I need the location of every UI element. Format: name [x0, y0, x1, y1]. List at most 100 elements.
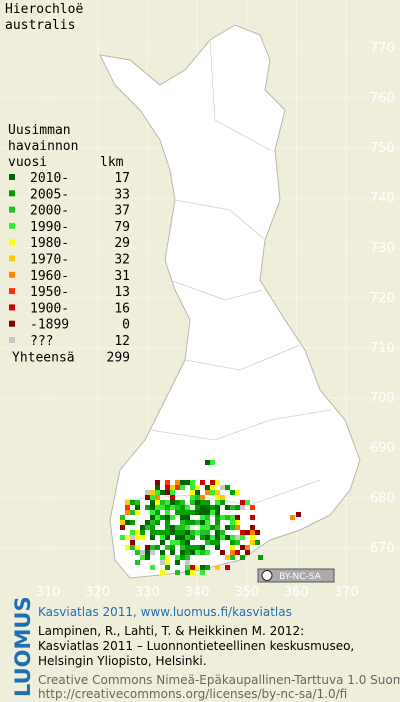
occurrence — [150, 565, 155, 570]
occurrence — [235, 525, 240, 530]
axis-label: 320 — [85, 585, 110, 600]
axis-label: 700 — [370, 391, 395, 406]
occurrence — [225, 485, 230, 490]
axis-label: 350 — [234, 585, 259, 600]
occurrence — [175, 570, 180, 575]
occurrence — [230, 505, 235, 510]
occurrence — [150, 520, 155, 525]
occurrence — [180, 545, 185, 550]
occurrence — [190, 490, 195, 495]
axis-label: 710 — [370, 341, 395, 356]
legend-count: 13 — [114, 285, 130, 300]
occurrence — [205, 565, 210, 570]
occurrence — [145, 550, 150, 555]
occurrence — [240, 530, 245, 535]
axis-label: 770 — [370, 41, 395, 56]
occurrence — [205, 540, 210, 545]
occurrence — [150, 505, 155, 510]
occurrence — [180, 540, 185, 545]
occurrence — [155, 485, 160, 490]
occurrence — [225, 505, 230, 510]
occurrence — [220, 530, 225, 535]
occurrence — [195, 490, 200, 495]
citation: Helsingin Yliopisto, Helsinki. — [38, 654, 207, 668]
occurrence — [165, 520, 170, 525]
occurrence — [205, 500, 210, 505]
occurrence — [150, 500, 155, 505]
axis-label: 690 — [370, 441, 395, 456]
occurrence — [155, 490, 160, 495]
occurrence — [175, 560, 180, 565]
occurrence — [195, 545, 200, 550]
occurrence — [160, 570, 165, 575]
occurrence — [195, 495, 200, 500]
occurrence — [195, 550, 200, 555]
occurrence — [225, 535, 230, 540]
occurrence — [175, 530, 180, 535]
legend-swatch — [9, 206, 15, 213]
link[interactable]: Kasviatlas 2011, www.luomus.fi/kasviatla… — [38, 605, 292, 619]
occurrence — [135, 510, 140, 515]
occurrence — [175, 510, 180, 515]
occurrence — [145, 545, 150, 550]
occurrence — [145, 555, 150, 560]
occurrence — [170, 485, 175, 490]
occurrence — [180, 500, 185, 505]
occurrence — [150, 550, 155, 555]
occurrence — [210, 535, 215, 540]
occurrence — [125, 545, 130, 550]
occurrence — [190, 485, 195, 490]
occurrence — [200, 570, 205, 575]
occurrence — [235, 505, 240, 510]
occurrence — [235, 540, 240, 545]
legend-label: -1899 — [30, 318, 69, 333]
occurrence — [210, 525, 215, 530]
legend-swatch — [9, 174, 15, 180]
occurrence — [210, 460, 215, 465]
occurrence — [150, 510, 155, 515]
license: Creative Commons Nimeä-Epäkaupallinen-Ta… — [38, 673, 400, 687]
occurrence — [230, 525, 235, 530]
occurrence — [175, 555, 180, 560]
occurrence — [230, 545, 235, 550]
legend-count: 32 — [114, 253, 130, 268]
axis-label: 330 — [135, 585, 160, 600]
legend-label: 1990- — [30, 220, 69, 235]
occurrence — [165, 490, 170, 495]
title: Hierochloë — [5, 2, 83, 17]
occurrence — [120, 525, 125, 530]
occurrence — [175, 540, 180, 545]
occurrence — [165, 565, 170, 570]
occurrence — [190, 500, 195, 505]
occurrence — [130, 545, 135, 550]
occurrence — [180, 550, 185, 555]
legend-header: Uusimman — [8, 123, 71, 138]
occurrence — [240, 500, 245, 505]
legend-swatch — [9, 190, 15, 197]
occurrence — [195, 505, 200, 510]
occurrence — [165, 510, 170, 515]
occurrence — [135, 560, 140, 565]
occurrence — [250, 535, 255, 540]
occurrence — [200, 515, 205, 520]
axis-label: 310 — [36, 585, 61, 600]
axis-label: 370 — [334, 585, 359, 600]
legend-swatch — [9, 304, 15, 311]
occurrence — [130, 520, 135, 525]
occurrence — [220, 535, 225, 540]
license-url[interactable]: http://creativecommons.org/licenses/by-n… — [38, 687, 347, 701]
occurrence — [225, 515, 230, 520]
legend-count: 29 — [114, 236, 130, 251]
occurrence — [185, 540, 190, 545]
occurrence — [160, 535, 165, 540]
occurrence — [190, 520, 195, 525]
occurrence — [185, 505, 190, 510]
occurrence — [230, 535, 235, 540]
occurrence — [180, 510, 185, 515]
occurrence — [175, 480, 180, 485]
occurrence — [185, 565, 190, 570]
occurrence — [215, 500, 220, 505]
occurrence — [195, 500, 200, 505]
occurrence — [180, 485, 185, 490]
occurrence — [155, 510, 160, 515]
